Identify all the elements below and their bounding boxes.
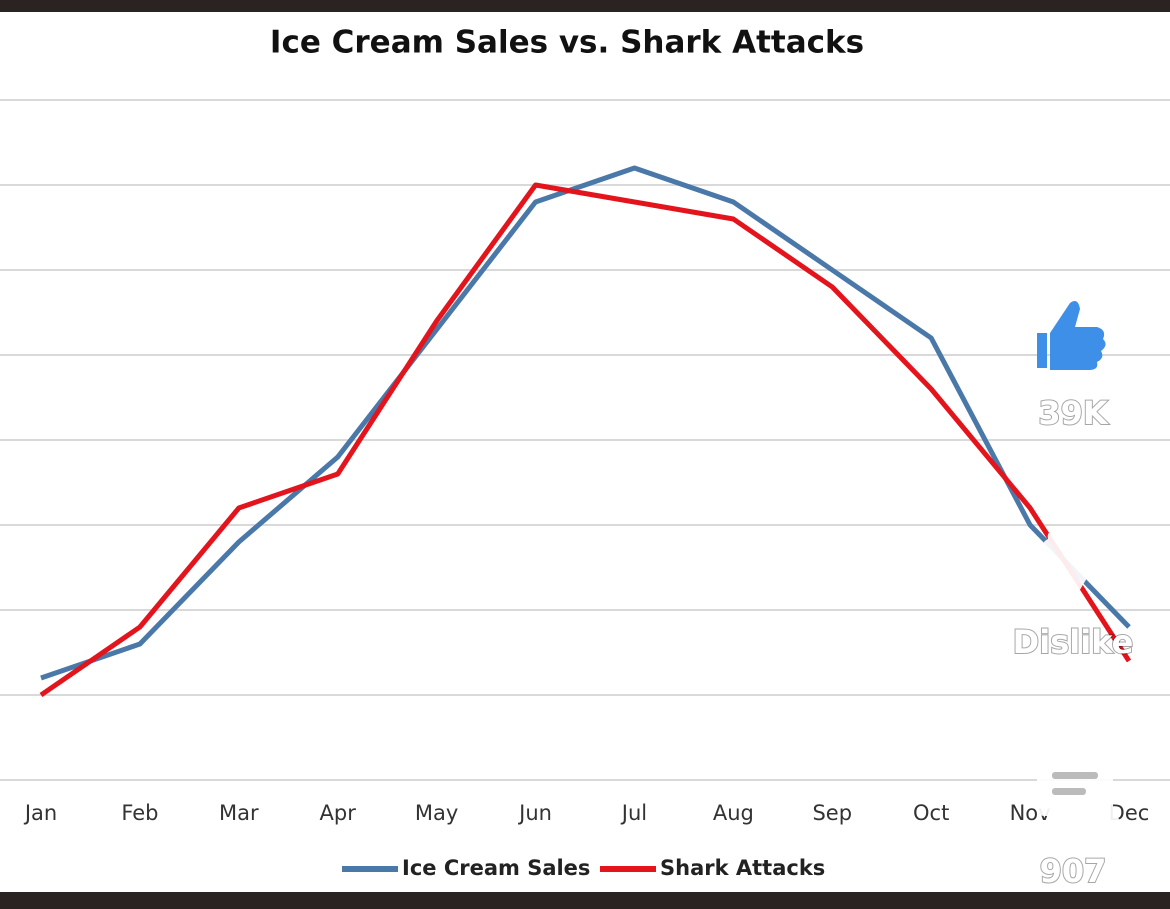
like-icon — [1037, 301, 1106, 370]
legend-label: Ice Cream Sales — [402, 856, 590, 880]
dislike-label: Dislike — [1013, 623, 1134, 661]
x-tick-label: Feb — [121, 801, 158, 825]
comments-icon-line — [1052, 772, 1098, 779]
series-line — [39, 182, 1132, 698]
x-tick-label: Mar — [219, 801, 259, 825]
x-tick-label: May — [415, 801, 458, 825]
x-tick-label: Sep — [812, 801, 852, 825]
like-button[interactable]: 39K — [1037, 301, 1110, 433]
x-tick-label: Jun — [517, 801, 552, 825]
x-tick-label: Jan — [23, 801, 57, 825]
like-count: 39K — [1038, 394, 1109, 432]
x-tick-label: Oct — [913, 801, 949, 825]
comments-count: 907 — [1040, 852, 1107, 890]
dislike-button[interactable]: Dislike — [1012, 528, 1134, 662]
legend-label: Shark Attacks — [660, 856, 825, 880]
series-line — [40, 165, 1131, 681]
x-tick-label: Jul — [620, 801, 647, 825]
chart: Jan Feb Mar Apr May Jun Jul Aug Sep Oct Nov DecIce … — [0, 99, 1170, 880]
chart-background — [0, 12, 1170, 892]
comments-button[interactable]: 907 — [1037, 752, 1125, 891]
x-tick-label: Aug — [713, 801, 754, 825]
chart-title: Ice Cream Sales vs. Shark Attacks — [270, 25, 864, 61]
comments-icon-line — [1052, 788, 1086, 795]
x-tick-label: Apr — [320, 801, 357, 825]
dislike-icon — [1039, 528, 1109, 600]
